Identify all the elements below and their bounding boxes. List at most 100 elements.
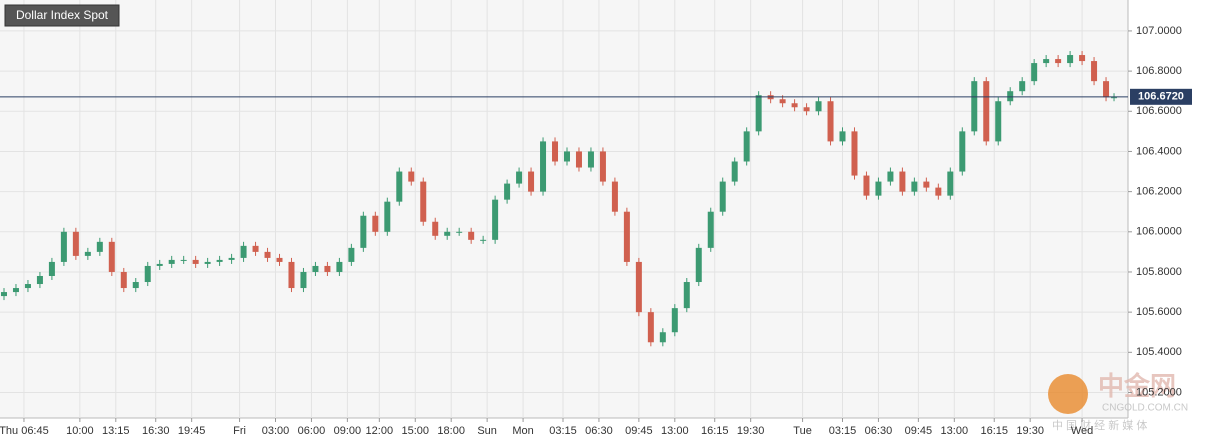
candle-body: [803, 107, 810, 112]
last-price-label: 106.6720: [1138, 91, 1184, 103]
candle-body: [252, 245, 259, 252]
y-tick-label: 105.2000: [1136, 386, 1182, 398]
x-tick-label: 16:15: [980, 425, 1008, 437]
x-tick-label: 12:00: [366, 425, 394, 437]
candle-body: [635, 261, 642, 313]
candle-body: [995, 101, 1002, 142]
candle-body: [1111, 97, 1118, 99]
x-tick-label: 03:15: [549, 425, 577, 437]
candle-body: [1031, 63, 1038, 82]
watermark-tagline: 中 国 财 经 新 媒 体: [1052, 418, 1147, 432]
candle-body: [312, 265, 319, 272]
x-tick-label: Fri: [233, 425, 246, 437]
candle-body: [228, 257, 235, 260]
candle-body: [731, 161, 738, 182]
candle-body: [863, 175, 870, 196]
y-tick-label: 106.6000: [1136, 105, 1182, 117]
candle-body: [707, 211, 714, 248]
candle-body: [420, 181, 427, 222]
candle-body: [324, 265, 331, 272]
candle-body: [875, 181, 882, 196]
x-tick-label: 19:30: [737, 425, 765, 437]
candle-body: [24, 284, 31, 289]
x-tick-label: 13:00: [661, 425, 689, 437]
candle-body: [156, 263, 163, 266]
x-tick-label: 03:00: [262, 425, 290, 437]
candle-body: [240, 245, 247, 258]
candle-body: [204, 261, 211, 264]
candle-body: [563, 151, 570, 162]
chart-title: Dollar Index Spot: [16, 8, 109, 22]
candle-body: [444, 231, 451, 236]
y-tick-label: 105.6000: [1136, 306, 1182, 318]
candle-body: [468, 231, 475, 240]
watermark-icon: [1048, 374, 1088, 414]
x-tick-label: 13:15: [102, 425, 130, 437]
candle-body: [923, 181, 930, 188]
x-tick-label: 13:00: [941, 425, 969, 437]
x-tick-label: 09:00: [334, 425, 362, 437]
watermark-logo: 中金网: [1098, 371, 1176, 401]
watermark: 中金网 CNGOLD.COM.CN 中 国 财 经 新 媒 体: [1048, 371, 1188, 432]
candle-body: [300, 271, 307, 289]
last-price-box: [1130, 88, 1192, 105]
candle-body: [456, 231, 463, 233]
candle-body: [288, 261, 295, 289]
candle-body: [779, 99, 786, 104]
candle-body: [1067, 55, 1074, 64]
candle-body: [516, 171, 523, 184]
candle-body: [1055, 59, 1062, 64]
candle-body: [480, 239, 487, 241]
x-tick-label: 06:00: [298, 425, 326, 437]
candle-body: [851, 131, 858, 176]
x-tick-label: Tue: [793, 425, 812, 437]
y-tick-label: 107.0000: [1136, 25, 1182, 37]
candle-body: [623, 211, 630, 262]
title-box: [4, 4, 120, 27]
candle-body: [839, 131, 846, 142]
x-tick-label: 06:30: [585, 425, 613, 437]
candle-body: [60, 231, 67, 262]
plot-area: [0, 0, 1128, 418]
candle-body: [1043, 59, 1050, 64]
x-tick-label: Mon: [512, 425, 533, 437]
candle-body: [899, 171, 906, 192]
candle-body: [683, 282, 690, 309]
y-tick-label: 106.0000: [1136, 226, 1182, 238]
x-tick-label: 16:15: [701, 425, 729, 437]
candle-body: [384, 201, 391, 232]
candle-body: [971, 81, 978, 132]
candle-body: [0, 292, 7, 297]
x-tick-label: 06:30: [865, 425, 893, 437]
candle-body: [959, 131, 966, 172]
candle-body: [743, 131, 750, 162]
candle-body: [120, 271, 127, 289]
candle-body: [540, 141, 547, 192]
candle-body: [947, 171, 954, 196]
x-tick-label: 10:00: [66, 425, 94, 437]
candle-body: [396, 171, 403, 202]
candle-body: [659, 332, 666, 343]
candle-body: [504, 183, 511, 200]
candle-body: [755, 95, 762, 132]
candle-body: [168, 259, 175, 264]
x-tick-label: Sun: [477, 425, 497, 437]
watermark-site: CNGOLD.COM.CN: [1102, 403, 1188, 414]
candle-body: [348, 247, 355, 262]
x-tick-label: 09:45: [625, 425, 653, 437]
candle-body: [408, 171, 415, 182]
y-tick-label: 105.8000: [1136, 266, 1182, 278]
candle-body: [264, 251, 271, 258]
candle-body: [1079, 55, 1086, 62]
candle-body: [1091, 61, 1098, 82]
y-tick-label: 106.8000: [1136, 65, 1182, 77]
candle-body: [528, 171, 535, 192]
candle-body: [1103, 81, 1110, 98]
candles: [0, 51, 1118, 347]
candle-body: [12, 288, 19, 293]
candle-body: [132, 282, 139, 289]
candle-body: [575, 151, 582, 168]
grid: [0, 0, 1128, 418]
y-tick-label: 106.4000: [1136, 145, 1182, 157]
